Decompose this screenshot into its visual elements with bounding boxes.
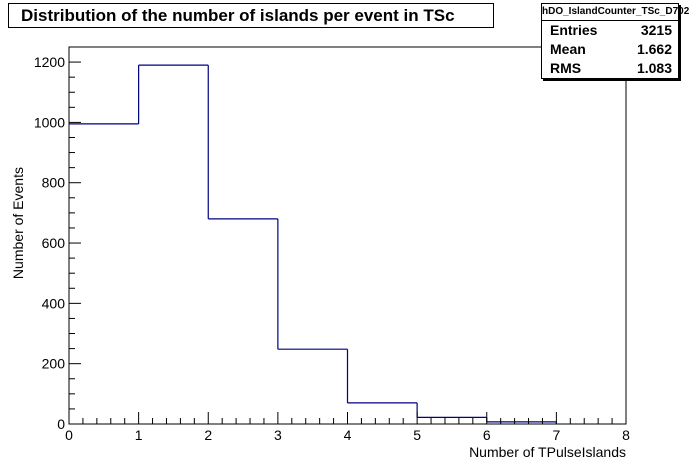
y-tick-label: 1200: [34, 54, 65, 70]
stats-row-entries: Entries 3215: [542, 21, 678, 40]
y-tick-label: 1000: [34, 114, 65, 130]
y-tick-label: 800: [42, 175, 66, 191]
x-tick-label: 3: [274, 427, 282, 443]
chart-title: Distribution of the number of islands pe…: [8, 3, 494, 28]
stats-value: 1.662: [636, 41, 672, 57]
y-tick-label: 600: [42, 235, 66, 251]
stats-label: Mean: [550, 41, 586, 57]
y-tick-label: 400: [42, 295, 66, 311]
y-axis-label: Number of Events: [10, 167, 26, 279]
x-tick-label: 8: [622, 427, 630, 443]
x-axis-label: Number of TPulseIslands: [469, 444, 626, 460]
x-tick-label: 2: [204, 427, 212, 443]
stats-row-rms: RMS 1.083: [542, 59, 678, 78]
stats-box: hDO_IslandCounter_TSc_D702 Entries 3215 …: [541, 3, 689, 79]
x-tick-label: 1: [135, 427, 143, 443]
stats-value: 3215: [640, 22, 672, 38]
stats-row-mean: Mean 1.662: [542, 40, 678, 59]
x-tick-label: 7: [552, 427, 560, 443]
stats-label: Entries: [550, 22, 598, 38]
x-axis: 0 1 2 3 4 5 6 7 8: [65, 412, 630, 443]
stats-value: 1.083: [636, 60, 672, 76]
x-tick-label: 5: [413, 427, 421, 443]
x-tick-label: 4: [344, 427, 352, 443]
chart-title-text: Distribution of the number of islands pe…: [21, 5, 455, 25]
x-tick-label: 6: [483, 427, 491, 443]
stats-label: RMS: [550, 60, 582, 76]
y-axis: 0 200 400 600 800 1000 1200: [34, 54, 81, 432]
y-tick-label: 0: [57, 416, 65, 432]
x-tick-label: 0: [65, 427, 73, 443]
histogram-series: [69, 64, 557, 424]
y-tick-label: 200: [42, 356, 66, 372]
stats-histogram-name: hDO_IslandCounter_TSc_D702: [542, 4, 689, 21]
